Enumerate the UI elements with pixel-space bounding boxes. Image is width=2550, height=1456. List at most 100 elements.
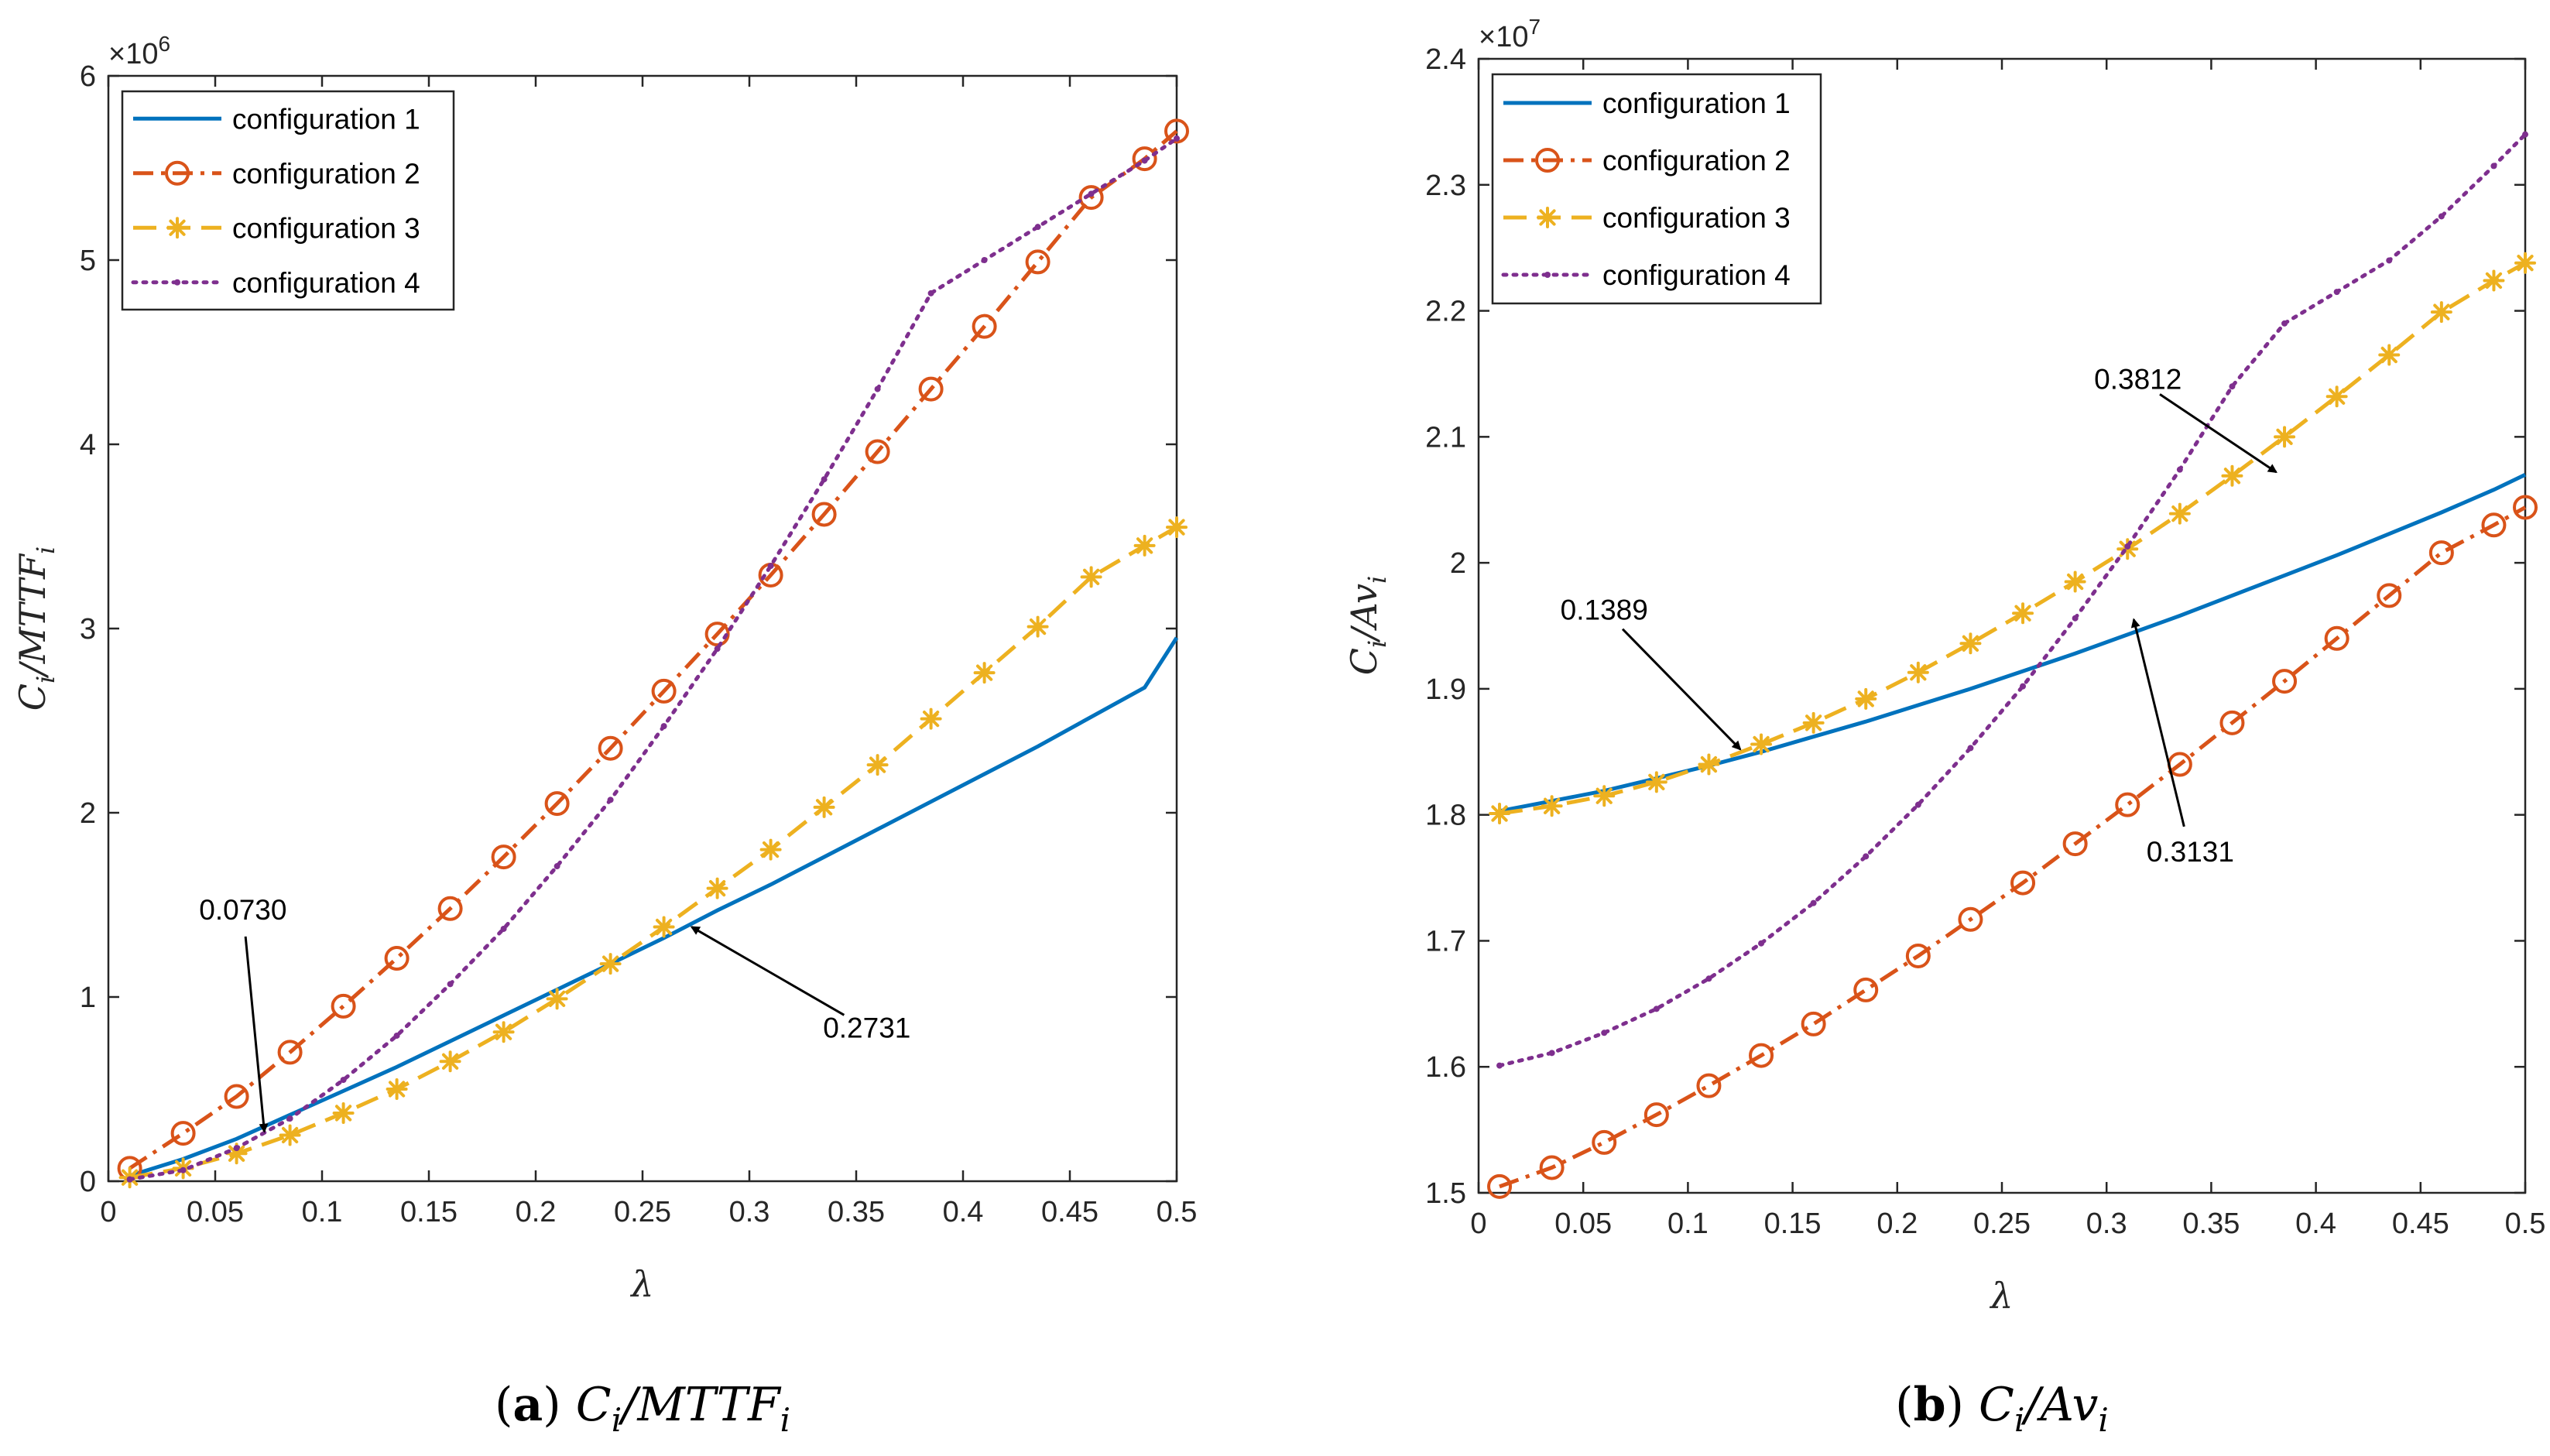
data-point: [1653, 1005, 1660, 1012]
data-point: [2333, 289, 2340, 296]
data-point: [2522, 131, 2528, 138]
legend-marker: [166, 217, 188, 239]
x-axis-label-b: λ: [1989, 1275, 2013, 1317]
legend-marker: [1535, 148, 1560, 173]
y-tick-label: 5: [80, 245, 96, 277]
data-point: [1914, 801, 1921, 808]
caption-b: (b) Ci/Avi: [1895, 1378, 2109, 1439]
x-axis-label-a: λ: [629, 1263, 653, 1305]
data-point: [1802, 711, 1825, 734]
y-tick-label: 1.9: [1425, 673, 1466, 706]
x-tick-label: 0.2: [1877, 1208, 1918, 1240]
data-point: [2428, 540, 2454, 566]
x-tick-label: 0.4: [2295, 1208, 2336, 1240]
data-point: [811, 502, 837, 527]
data-point: [607, 797, 614, 803]
legend-entry: configuration 4: [1501, 259, 1791, 291]
data-point: [1855, 687, 1877, 710]
data-point: [2020, 683, 2027, 690]
x-tick-label: 0.15: [1764, 1208, 1822, 1240]
data-point: [653, 916, 675, 938]
data-point: [1132, 146, 1157, 172]
data-point: [2386, 257, 2393, 264]
y-tick-label: 2.1: [1425, 421, 1466, 454]
data-point: [500, 925, 507, 932]
data-point: [1548, 1050, 1555, 1057]
data-point: [1487, 1173, 1513, 1199]
series-line: [1499, 472, 2527, 814]
data-point: [1601, 1029, 1608, 1036]
data-point: [393, 1032, 400, 1039]
annotation: 0.3812: [2094, 363, 2278, 474]
x-tick-label: 0.45: [2392, 1208, 2449, 1240]
annotation-arrow: [2130, 618, 2185, 827]
legend-label: configuration 4: [1602, 259, 1791, 291]
data-point: [704, 622, 730, 647]
data-point: [1080, 566, 1102, 588]
data-point: [1696, 1073, 1722, 1098]
x-tick-label: 0.05: [187, 1196, 244, 1228]
legend-label: configuration 3: [1602, 202, 1791, 234]
data-point: [706, 877, 728, 899]
x-tick-label: 0.1: [1667, 1208, 1709, 1240]
data-point: [2219, 710, 2245, 735]
x-tick-label: 0: [100, 1196, 116, 1228]
data-point: [2514, 252, 2536, 274]
data-point: [2072, 615, 2079, 622]
x-tick-label: 0.05: [1554, 1208, 1612, 1240]
data-point: [332, 1101, 355, 1124]
legend-marker: [1537, 207, 1558, 228]
y-tick-label: 1.6: [1425, 1051, 1466, 1084]
data-point: [1593, 785, 1616, 807]
data-point: [813, 796, 835, 818]
data-point: [1749, 1043, 1774, 1068]
y-tick-label: 2: [80, 797, 96, 830]
data-point: [233, 1145, 240, 1152]
data-point: [1592, 1129, 1617, 1155]
data-point: [2115, 792, 2140, 817]
legend-entry: configuration 3: [1503, 202, 1791, 234]
data-point: [2483, 269, 2505, 292]
x-tick-label: 0.35: [828, 1196, 885, 1228]
data-point: [2481, 512, 2507, 538]
data-point: [439, 1050, 461, 1073]
data-point: [598, 735, 623, 761]
data-point: [1758, 940, 1765, 947]
data-point: [492, 1021, 515, 1043]
data-point: [981, 257, 988, 263]
annotation: 0.2731: [690, 926, 910, 1043]
y-tick-label: 6: [80, 60, 96, 93]
annotation-arrow: [2159, 393, 2278, 474]
legend-label: configuration 4: [232, 267, 420, 299]
data-point: [554, 863, 560, 870]
data-point: [1907, 661, 1929, 683]
y-tick-label: 0: [80, 1166, 96, 1198]
legend-label: configuration 3: [232, 212, 420, 244]
data-point: [918, 376, 944, 402]
data-point: [126, 1176, 133, 1183]
data-point: [2176, 466, 2183, 473]
annotation-arrow: [1621, 628, 1742, 751]
data-point: [1967, 745, 1974, 752]
legend-a: configuration 1 configuration 2 configurat…: [121, 90, 455, 311]
data-point: [874, 385, 881, 392]
y-tick-label: 2.3: [1425, 170, 1466, 202]
data-point: [973, 662, 996, 684]
data-point: [2012, 602, 2034, 625]
legend-marker: [1544, 272, 1551, 278]
data-point: [2430, 301, 2452, 324]
data-point: [2062, 831, 2088, 857]
annotation-arrow: [690, 926, 845, 1016]
data-point: [1088, 190, 1095, 197]
data-point: [2064, 570, 2086, 593]
annotation-arrow: [244, 936, 269, 1133]
data-point: [340, 1077, 347, 1084]
data-point: [1027, 615, 1049, 638]
annotation: 0.0730: [199, 894, 286, 1133]
data-point: [2438, 213, 2445, 220]
data-point: [1166, 516, 1188, 539]
legend-entry: configuration 4: [131, 267, 420, 299]
data-point: [225, 1143, 248, 1165]
x-tick-label: 0.3: [2086, 1208, 2127, 1240]
annotation-label: 0.1389: [1561, 594, 1648, 625]
